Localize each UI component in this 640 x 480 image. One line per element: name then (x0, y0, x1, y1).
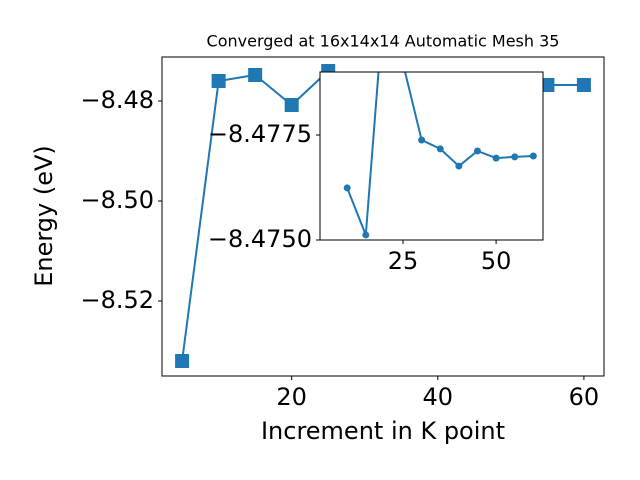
marker (343, 184, 351, 192)
y-tick-label: −8.52 (80, 286, 154, 314)
chart-title: Converged at 16x14x14 Automatic Mesh 35 (207, 32, 560, 51)
marker (511, 153, 519, 161)
x-tick-label: 25 (388, 247, 419, 275)
marker (248, 68, 263, 82)
marker (175, 354, 190, 368)
marker (455, 162, 463, 170)
y-tick-label: −8.4750 (208, 225, 312, 253)
marker (492, 154, 500, 162)
marker (540, 78, 555, 92)
axes-frame (319, 71, 544, 241)
marker (211, 74, 226, 88)
y-tick-label: −8.4775 (208, 120, 312, 148)
marker (436, 145, 444, 153)
x-tick-label: 20 (276, 383, 307, 411)
x-tick-label: 60 (569, 383, 600, 411)
plot-area (320, 72, 543, 240)
x-tick-label: 40 (423, 383, 454, 411)
marker (473, 147, 481, 155)
marker (362, 231, 370, 239)
plot-content (343, 72, 537, 239)
y-tick-label: −8.50 (80, 186, 154, 214)
y-axis-label: Energy (eV) (30, 145, 58, 287)
marker (576, 78, 591, 92)
x-tick-label: 50 (481, 247, 512, 275)
x-axis-label: Increment in K point (261, 417, 505, 445)
axes-frame (161, 56, 605, 377)
y-tick-label: −8.48 (80, 86, 154, 114)
marker (284, 98, 299, 112)
marker (418, 136, 426, 144)
marker (529, 152, 537, 160)
